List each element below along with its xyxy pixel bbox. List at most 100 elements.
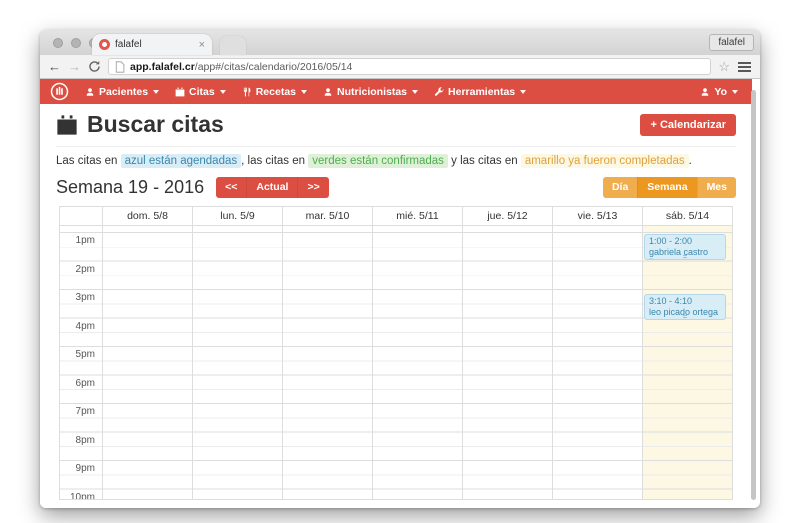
legend-yellow-badge: amarillo ya fueron completadas	[520, 154, 689, 168]
day-header-today: sáb. 5/14	[642, 207, 732, 225]
close-window-button[interactable]	[53, 38, 63, 48]
nav-label: Herramientas	[448, 85, 516, 98]
status-legend: Las citas en azul están agendadas, las c…	[56, 154, 736, 168]
legend-blue-badge: azul están agendadas	[120, 154, 242, 168]
prev-week-button[interactable]: <<	[216, 177, 247, 198]
calendar-icon	[175, 87, 185, 96]
reload-icon[interactable]	[88, 60, 101, 73]
view-day-button[interactable]: Día	[602, 177, 638, 198]
day-header: vie. 5/13	[552, 207, 642, 225]
page-icon	[115, 60, 125, 73]
week-controls: Semana 19 - 2016 << Actual >> Día Semana…	[56, 177, 736, 198]
nav-item-citas[interactable]: Citas	[175, 86, 226, 98]
view-week-button[interactable]: Semana	[637, 177, 697, 198]
nav-label: Nutricionistas	[337, 85, 408, 98]
view-switcher-group: Día Semana Mes	[602, 177, 736, 198]
nav-item-herramientas[interactable]: Herramientas	[434, 85, 527, 98]
day-column-dom[interactable]	[102, 233, 192, 499]
legend-text: Las citas en	[56, 155, 118, 167]
app-navbar: Pacientes Citas Recetas Nutricionistas H…	[40, 79, 752, 104]
url-path: /app#/citas/calendario/2016/05/14	[194, 60, 353, 73]
calendar-icon	[57, 114, 77, 135]
nav-item-recetas[interactable]: Recetas	[242, 86, 307, 98]
tab-close-icon[interactable]: ×	[198, 38, 205, 51]
browser-tab-bar: falafel × falafel	[40, 30, 760, 55]
legend-text: , las citas en	[241, 155, 306, 167]
allday-cell[interactable]	[552, 226, 642, 232]
browser-toolbar: ← → app.falafel.cr/app#/citas/calendario…	[40, 55, 760, 79]
hour-label: 6pm	[75, 377, 95, 389]
hour-label: 8pm	[75, 434, 95, 446]
hour-label: 10pm	[69, 491, 95, 500]
nav-label: Pacientes	[99, 85, 149, 98]
day-column-lun[interactable]	[192, 233, 282, 499]
current-week-button[interactable]: Actual	[246, 177, 298, 198]
time-axis: 1pm 2pm 3pm 4pm 5pm 6pm 7pm 8pm 9pm 10pm	[60, 233, 102, 499]
nav-item-nutricionistas[interactable]: Nutricionistas	[323, 85, 419, 98]
calendar-day-header-row: dom. 5/8 lun. 5/9 mar. 5/10 mié. 5/11 ju…	[60, 207, 732, 226]
nav-item-pacientes[interactable]: Pacientes	[85, 85, 160, 98]
appointment-event[interactable]: 3:10 - 4:10 leo picado ortega =	[644, 294, 726, 320]
url-domain: app.falafel.cr	[130, 60, 195, 73]
resize-handle-icon[interactable]: =	[682, 252, 688, 260]
allday-cell[interactable]	[102, 226, 192, 232]
event-name: leo picado ortega	[649, 306, 719, 317]
event-name: gabriela castro jimenez	[649, 246, 709, 260]
new-tab-button[interactable]	[220, 36, 246, 55]
day-header: mar. 5/10	[282, 207, 372, 225]
day-column-vie[interactable]	[552, 233, 642, 499]
calendar-allday-row	[60, 226, 732, 233]
chevron-down-icon	[301, 89, 307, 94]
back-icon[interactable]: ←	[48, 59, 61, 74]
day-column-sab-today[interactable]: 1:00 - 2:00 gabriela castro jimenez = 3:…	[642, 233, 732, 499]
week-nav-group: << Actual >>	[216, 177, 329, 198]
allday-cell[interactable]	[282, 226, 372, 232]
day-header: dom. 5/8	[102, 207, 192, 225]
day-column-mar[interactable]	[282, 233, 372, 499]
minimize-window-button[interactable]	[71, 38, 81, 48]
allday-cell[interactable]	[372, 226, 462, 232]
browser-window: falafel × falafel ← → app.falafel.cr/app…	[40, 30, 760, 508]
forward-icon[interactable]: →	[68, 59, 81, 74]
hour-label: 1pm	[75, 235, 95, 246]
page-container: Buscar citas + Calendarizar Las citas en…	[40, 111, 752, 500]
event-time: 1:00 - 2:00	[649, 236, 693, 246]
next-week-button[interactable]: >>	[297, 177, 329, 198]
day-column-mie[interactable]	[372, 233, 462, 499]
page-title: Buscar citas	[56, 111, 224, 138]
hour-label: 5pm	[75, 349, 95, 360]
day-header: jue. 5/12	[462, 207, 552, 225]
url-bar[interactable]: app.falafel.cr/app#/citas/calendario/201…	[108, 58, 712, 75]
allday-cell[interactable]	[192, 226, 282, 232]
legend-text: y las citas en	[451, 155, 518, 167]
hour-label: 2pm	[75, 263, 95, 275]
calendarize-button[interactable]: + Calendarizar	[640, 113, 736, 136]
nav-item-user[interactable]: Yo	[700, 86, 738, 98]
appointment-event[interactable]: 1:00 - 2:00 gabriela castro jimenez =	[644, 234, 726, 260]
view-month-button[interactable]: Mes	[696, 177, 736, 198]
hour-label: 4pm	[75, 320, 95, 332]
tab-title: falafel	[115, 39, 142, 50]
allday-cell-today[interactable]	[642, 226, 732, 232]
allday-cell[interactable]	[462, 226, 552, 232]
resize-handle-icon[interactable]: =	[682, 312, 688, 320]
page-scrollbar[interactable]	[751, 90, 756, 500]
calendar-time-grid: 1pm 2pm 3pm 4pm 5pm 6pm 7pm 8pm 9pm 10pm	[60, 233, 732, 499]
nav-label: Yo	[714, 85, 727, 98]
week-calendar: dom. 5/8 lun. 5/9 mar. 5/10 mié. 5/11 ju…	[59, 206, 733, 500]
axis-spacer	[60, 226, 102, 232]
hour-label: 7pm	[75, 406, 95, 417]
person-icon	[86, 87, 94, 96]
browser-tab[interactable]: falafel ×	[92, 34, 212, 55]
person-icon	[702, 87, 709, 96]
browser-profile-button[interactable]: falafel	[709, 34, 754, 51]
bookmark-star-icon[interactable]: ☆	[718, 59, 730, 74]
chevron-down-icon	[153, 89, 160, 94]
browser-menu-icon[interactable]	[737, 60, 752, 74]
chevron-down-icon	[412, 89, 419, 94]
falafel-logo-icon[interactable]	[50, 82, 69, 101]
day-column-jue[interactable]	[462, 233, 552, 499]
url-text: app.falafel.cr/app#/citas/calendario/201…	[130, 61, 352, 73]
legend-text: .	[688, 155, 692, 167]
